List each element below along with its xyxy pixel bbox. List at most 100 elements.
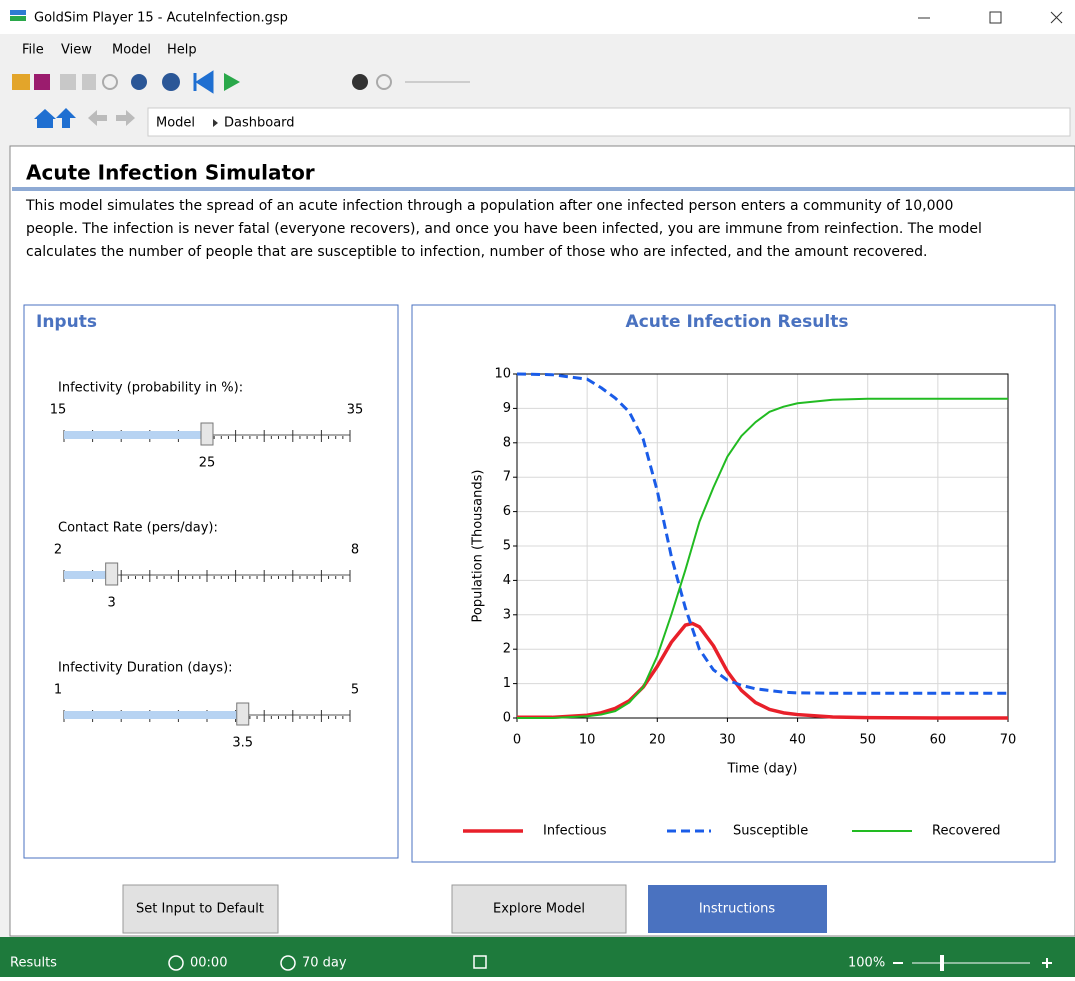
legend-label: Susceptible <box>733 824 808 839</box>
tool-help[interactable] <box>162 73 180 91</box>
series-line <box>516 372 1008 695</box>
menu-item[interactable]: View <box>61 43 92 58</box>
app-icon-2 <box>10 16 26 21</box>
tool-settings[interactable] <box>131 74 147 90</box>
status-zoom: 100% <box>848 956 885 971</box>
breadcrumb-bar <box>147 107 1071 137</box>
x-tick-label: 50 <box>859 733 876 748</box>
export-icon[interactable] <box>473 955 487 969</box>
toolbar <box>12 70 470 128</box>
menu-item[interactable]: Help <box>167 43 197 58</box>
zoom-thumb[interactable] <box>940 955 944 971</box>
breadcrumb-sep <box>213 119 218 127</box>
nav-back[interactable] <box>88 110 107 126</box>
tool-rewind[interactable] <box>193 70 214 94</box>
x-tick-label: 0 <box>513 733 521 748</box>
x-tick-label: 20 <box>649 733 666 748</box>
chart-title: Acute Infection Results <box>626 312 849 332</box>
tool-b[interactable] <box>82 74 96 90</box>
clock-icon <box>168 955 184 971</box>
y-tick-label: 3 <box>503 607 511 622</box>
window-title: GoldSim Player 15 - AcuteInfection.gsp <box>34 11 288 26</box>
button-label[interactable]: Set Input to Default <box>136 902 264 917</box>
x-tick-label: 30 <box>719 733 736 748</box>
slider-value: 3 <box>108 596 116 611</box>
tool-find[interactable] <box>102 74 118 90</box>
breadcrumb-item[interactable]: Model <box>156 116 195 131</box>
series-line <box>517 397 1008 719</box>
inputs-title: Inputs <box>36 312 97 332</box>
status-mode: Results <box>10 956 57 971</box>
status-bar <box>0 937 1075 977</box>
menu-item[interactable]: File <box>22 43 44 58</box>
y-tick-label: 5 <box>503 539 511 554</box>
button-label[interactable]: Instructions <box>699 902 776 917</box>
slider-max: 5 <box>351 683 359 698</box>
y-tick-label: 8 <box>503 435 511 450</box>
y-tick-label: 6 <box>503 504 511 519</box>
slider-fill <box>64 431 207 439</box>
nav-up[interactable] <box>56 108 76 128</box>
legend-label: Recovered <box>932 824 1001 839</box>
title-rule <box>12 187 1075 191</box>
x-tick-label: 40 <box>789 733 806 748</box>
inputs-panel <box>23 304 399 859</box>
slider-label: Infectivity (probability in %): <box>58 381 243 396</box>
plot-frame <box>516 373 1009 719</box>
maximize[interactable] <box>989 11 1002 24</box>
tool-a[interactable] <box>60 74 76 90</box>
slider-fill <box>64 571 112 579</box>
y-tick-label: 2 <box>503 642 511 657</box>
slider-value: 3.5 <box>232 736 253 751</box>
tool-stop[interactable] <box>352 74 368 90</box>
tool-run[interactable] <box>224 73 240 91</box>
x-tick-label: 70 <box>1000 733 1017 748</box>
slider-value: 25 <box>199 456 216 471</box>
status-clock: 00:00 <box>190 956 227 971</box>
dashboard-title: Acute Infection Simulator <box>26 161 315 185</box>
slider-max: 35 <box>347 403 364 418</box>
time-icon <box>280 955 296 971</box>
legend-label: Infectious <box>543 824 607 839</box>
status-time: 70 day <box>302 956 347 971</box>
tool-save[interactable] <box>34 74 50 90</box>
menu-item[interactable]: Model <box>112 43 151 58</box>
description-line: calculates the number of people that are… <box>26 244 927 260</box>
description-line: This model simulates the spread of an ac… <box>25 198 953 214</box>
y-axis-label: Population (Thousands) <box>471 470 486 623</box>
slider-min: 15 <box>50 403 67 418</box>
slider-min: 1 <box>54 683 62 698</box>
y-tick-label: 9 <box>503 401 511 416</box>
button[interactable] <box>122 884 279 934</box>
slider-fill <box>64 711 243 719</box>
button[interactable] <box>648 885 827 933</box>
tool-open[interactable] <box>12 74 30 90</box>
slider-label: Contact Rate (pers/day): <box>58 521 218 536</box>
button[interactable] <box>451 884 627 934</box>
button-label[interactable]: Explore Model <box>493 902 585 917</box>
close[interactable] <box>1050 11 1063 24</box>
breadcrumb-item[interactable]: Dashboard <box>224 116 295 131</box>
series-line <box>517 621 1008 720</box>
tool-reset[interactable] <box>376 74 392 90</box>
slider-min: 2 <box>54 543 62 558</box>
slider-thumb[interactable] <box>236 702 250 726</box>
y-tick-label: 1 <box>503 676 511 691</box>
title-bar <box>0 0 1075 34</box>
slider-thumb[interactable] <box>105 562 119 586</box>
nav-home[interactable] <box>34 109 56 128</box>
nav-forward[interactable] <box>116 110 135 126</box>
app-icon <box>10 10 26 15</box>
slider-max: 8 <box>351 543 359 558</box>
slider-thumb[interactable] <box>200 422 214 446</box>
y-tick-label: 7 <box>503 470 511 485</box>
y-tick-label: 4 <box>503 573 511 588</box>
x-tick-label: 60 <box>930 733 947 748</box>
x-axis-label: Time (day) <box>726 762 797 777</box>
x-tick-label: 10 <box>579 733 596 748</box>
description-line: people. The infection is never fatal (ev… <box>26 221 982 237</box>
y-tick-label: 10 <box>494 367 511 382</box>
zoom-in[interactable] <box>1042 958 1052 968</box>
y-tick-label: 0 <box>503 711 511 726</box>
